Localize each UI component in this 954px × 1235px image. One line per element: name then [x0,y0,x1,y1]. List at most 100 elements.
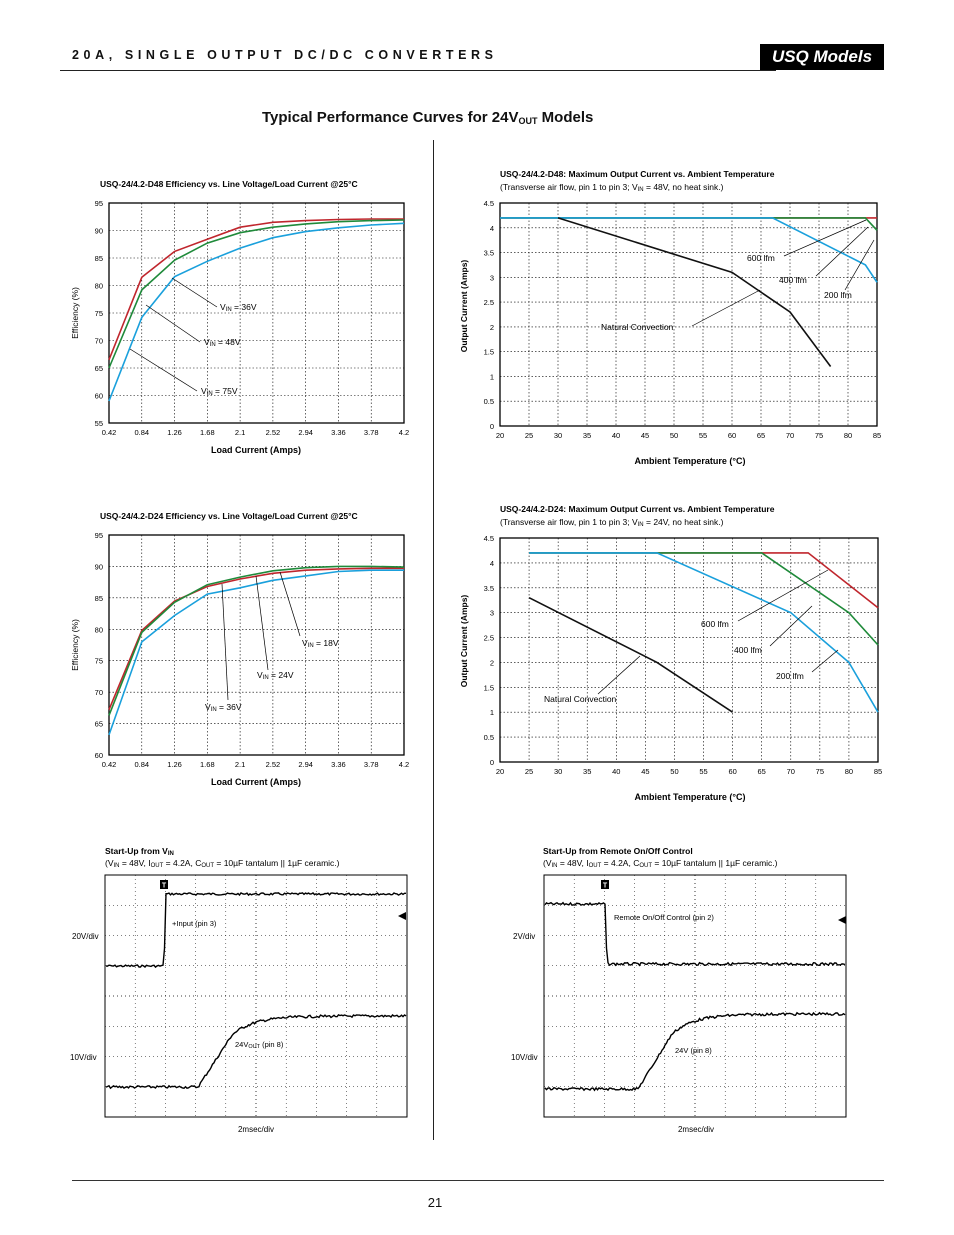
chart-title: USQ-24/4.2-D24: Maximum Output Current v… [500,504,775,514]
y-tick-label: 3 [490,273,494,282]
column-divider [433,140,434,1140]
plot-frame [108,202,405,424]
chart-eff-d24: USQ-24/4.2-D24 Efficiency vs. Line Volta… [70,511,409,787]
x-tick-label: 25 [525,767,533,776]
x-tick-label: 3.36 [331,428,346,437]
trigger-marker [160,880,168,889]
y-tick-label: 1 [490,372,494,381]
x-tick-label: 65 [757,431,765,440]
series-line-0 [108,218,404,361]
y-tick-label: 80 [95,282,103,291]
channel-1-trace [544,901,846,967]
channel-2-trace [105,1014,407,1090]
y-tick-label: 80 [95,625,103,634]
chart-title: USQ-24/4.2-D48: Maximum Output Current v… [500,169,775,179]
x-tick-label: 85 [874,767,882,776]
timebase: 2msec/div [238,1125,274,1134]
series-line-1 [108,565,405,716]
x-tick-label: 1.26 [167,760,182,769]
chart-title: USQ-24/4.2-D24 Efficiency vs. Line Volta… [100,511,358,521]
label-400lfm: 400 lfm [779,275,807,285]
series-label-36v: VIN = 36V [220,302,257,313]
x-tick-label: 25 [525,431,533,440]
y-tick-label: 65 [95,720,103,729]
x-tick-label: 40 [612,431,620,440]
x-tick-label: 30 [554,767,562,776]
label-200lfm: 200 lfm [776,671,804,681]
callouts [221,571,301,701]
x-tick-label: 55 [699,431,707,440]
x-tick-label: 0.84 [134,428,149,437]
plot-frame [108,534,405,756]
y-axis-label: Output Current (Amps) [459,595,469,688]
scope-conditions: (VIN = 48V, IOUT = 4.2A, COUT = 10µF tan… [543,858,778,869]
x-tick-label: 1.26 [167,428,182,437]
y-tick-label: 1 [490,708,494,717]
y-tick-label: 4 [490,224,494,233]
y-tick-label: 85 [95,254,103,263]
y-tick-label: 2.5 [484,634,494,643]
series-label-18v: VIN = 18V [302,638,339,649]
x-tick-label: 0.42 [102,760,117,769]
x-tick-label: 2.52 [266,428,281,437]
x-tick-label: 1.68 [200,760,215,769]
y-axis-label: Efficiency (%) [70,287,80,339]
y-tick-label: 4.5 [484,534,494,543]
channel-1-trace [105,891,406,969]
callouts [691,219,875,327]
label-natural-convection: Natural Convection [544,694,617,704]
x-tick-label: 60 [728,431,736,440]
x-tick-label: 75 [815,431,823,440]
ch2-scale: 10V/div [70,1053,97,1062]
ch2-label: 24VOUT (pin 8) [235,1040,284,1050]
label-200lfm: 200 lfm [824,290,852,300]
y-tick-label: 0.5 [484,397,494,406]
y-tick-label: 3.5 [484,249,494,258]
series-line-2 [108,222,405,402]
y-tick-label: 1.5 [484,683,494,692]
ch1-scale: 2V/div [513,932,535,941]
header-title: 20A, SINGLE OUTPUT DC/DC CONVERTERS [72,48,498,62]
y-tick-label: 2.5 [484,298,494,307]
callouts [597,569,839,695]
y-tick-label: 0.5 [484,733,494,742]
timebase: 2msec/div [678,1125,714,1134]
y-tick-label: 95 [95,531,103,540]
x-tick-label: 1.68 [200,428,215,437]
x-tick-label: 4.2 [399,428,409,437]
x-tick-label: 4.2 [399,760,409,769]
y-tick-label: 4 [490,559,494,568]
y-tick-label: 65 [95,364,103,373]
series-label-24v: VIN = 24V [257,670,294,681]
y-axis-label: Output Current (Amps) [459,260,469,353]
x-tick-label: 35 [583,431,591,440]
x-tick-label: 0.84 [134,760,149,769]
scope-conditions: (VIN = 48V, IOUT = 4.2A, COUT = 10µF tan… [105,858,340,869]
callouts [129,277,218,392]
scope-title: Start-Up from VIN [105,846,174,857]
series-line-1 [108,219,405,369]
x-axis-label: Load Current (Amps) [211,445,301,455]
header-badge: USQ Models [760,44,884,70]
chart-subtitle: (Transverse air flow, pin 1 to pin 3; VI… [500,182,724,193]
x-tick-label: 2.1 [235,760,245,769]
x-tick-label: 70 [787,767,795,776]
y-tick-label: 75 [95,309,103,318]
series-line-2 [529,552,879,713]
x-tick-label: 80 [844,431,852,440]
y-tick-label: 95 [95,199,103,208]
y-tick-label: 90 [95,227,103,236]
x-tick-label: 20 [496,767,504,776]
series-line-1 [500,217,878,231]
ch1-label: Remote On/Off Control (pin 2) [614,913,714,922]
y-tick-label: 2 [490,323,494,332]
y-tick-label: 0 [490,422,494,431]
y-tick-label: 90 [95,562,103,571]
x-tick-label: 3.78 [364,428,379,437]
y-tick-label: 60 [95,751,103,760]
x-tick-label: 50 [670,431,678,440]
y-tick-label: 2 [490,658,494,667]
scope-startup-vin: Start-Up from VIN (VIN = 48V, IOUT = 4.2… [70,846,408,1134]
x-axis-label: Ambient Temperature (°C) [635,792,746,802]
label-600lfm: 600 lfm [747,253,775,263]
